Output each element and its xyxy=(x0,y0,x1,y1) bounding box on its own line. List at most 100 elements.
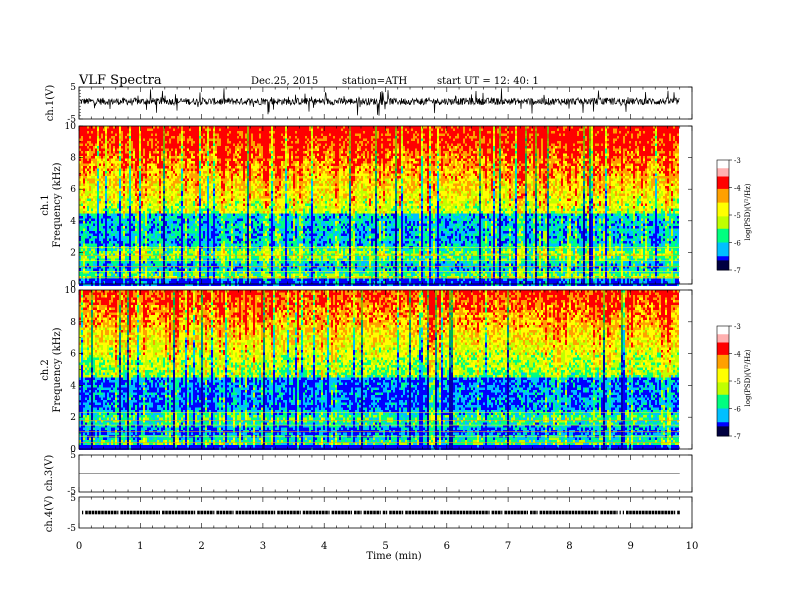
spectrogram-cell xyxy=(89,279,91,282)
spectrogram-cell xyxy=(81,229,83,232)
spectrogram-cell xyxy=(101,166,103,169)
spectrogram-cell xyxy=(93,156,95,159)
spectrogram-cell xyxy=(105,146,107,149)
spectrogram-cell xyxy=(105,226,107,229)
spectrogram-cell xyxy=(103,186,105,189)
spectrogram-cell xyxy=(81,159,83,162)
spectrogram-cell xyxy=(81,134,83,137)
spectrogram-cell xyxy=(97,129,99,132)
spectrogram-cell xyxy=(81,249,83,252)
spectrogram-cell xyxy=(101,276,103,279)
spectrogram-cell xyxy=(105,204,107,207)
spectrogram-cell xyxy=(109,179,111,182)
spectrogram-cell xyxy=(83,174,85,177)
spectrogram-cell xyxy=(101,171,103,174)
spectrogram-cell xyxy=(91,156,93,159)
spectrogram-cell xyxy=(89,236,91,239)
spectrogram-cell xyxy=(107,131,109,134)
spectrogram-cell xyxy=(95,236,97,239)
spectrogram-cell xyxy=(97,204,99,207)
spectrogram-cell xyxy=(103,224,105,227)
spectrogram-cell xyxy=(109,224,111,227)
spectrogram-cell xyxy=(103,251,105,254)
spectrogram-cell xyxy=(101,209,103,212)
spectrogram-cell xyxy=(91,214,93,217)
spectrogram-cell xyxy=(95,274,97,277)
spectrogram-cell xyxy=(109,189,111,192)
spectrogram-cell xyxy=(93,154,95,157)
spectrogram-cell xyxy=(105,136,107,139)
spectrogram-cell xyxy=(85,184,87,187)
spectrogram-cell xyxy=(105,229,107,232)
spectrogram-cell xyxy=(109,281,111,284)
spectrogram-cell xyxy=(85,194,87,197)
spectrogram-cell xyxy=(85,241,87,244)
spectrogram-cell xyxy=(87,181,89,184)
spectrogram-cell xyxy=(85,191,87,194)
spectrogram-cell xyxy=(89,224,91,227)
spectrogram-cell xyxy=(81,214,83,217)
spectrogram-cell xyxy=(85,281,87,284)
spectrogram-cell xyxy=(109,194,111,197)
spectrogram-cell xyxy=(91,134,93,137)
spectrogram-cell xyxy=(93,244,95,247)
spectrogram-cell xyxy=(93,139,95,142)
spectrogram-cell xyxy=(81,244,83,247)
spectrogram-cell xyxy=(91,229,93,232)
spectrogram-cell xyxy=(85,244,87,247)
spectrogram-cell xyxy=(105,281,107,284)
spectrogram-cell xyxy=(87,156,89,159)
spectrogram-cell xyxy=(93,211,95,214)
spectrogram-cell xyxy=(87,204,89,207)
spectrogram-cell xyxy=(95,196,97,199)
spectrogram-cell xyxy=(109,231,111,234)
spectrogram-cell xyxy=(89,139,91,142)
spectrogram-cell xyxy=(107,226,109,229)
spectrogram-cell xyxy=(97,211,99,214)
spectrogram-cell xyxy=(101,236,103,239)
spectrogram-cell xyxy=(107,191,109,194)
spectrogram-cell xyxy=(83,276,85,279)
spectrogram-cell xyxy=(91,246,93,249)
spectrogram-cell xyxy=(85,164,87,167)
spectrogram-cell xyxy=(101,149,103,152)
spectrogram-cell xyxy=(109,186,111,189)
spectrogram-cell xyxy=(101,249,103,252)
spectrogram-cell xyxy=(93,256,95,259)
spectrogram-cell xyxy=(87,184,89,187)
spectrogram-cell xyxy=(103,196,105,199)
spectrogram-cell xyxy=(101,256,103,259)
spectrogram-cell xyxy=(85,174,87,177)
vlf-spectra-figure: VLF Spectra Dec.25, 2015 station=ATH sta… xyxy=(0,0,792,612)
spectrogram-cell xyxy=(89,146,91,149)
spectrogram-cell xyxy=(95,246,97,249)
spectrogram-cell xyxy=(101,221,103,224)
spectrogram-cell xyxy=(103,159,105,162)
spectrogram-cell xyxy=(83,129,85,132)
spectrogram-cell xyxy=(85,206,87,209)
spectrogram-cell xyxy=(107,181,109,184)
spectrogram-cell xyxy=(91,234,93,237)
spectrogram-cell xyxy=(81,176,83,179)
spectrogram-cell xyxy=(97,279,99,282)
spectrogram-cell xyxy=(105,171,107,174)
spectrogram-cell xyxy=(101,216,103,219)
spectrogram-cell xyxy=(93,186,95,189)
spectrogram-cell xyxy=(91,251,93,254)
spectrogram-cell xyxy=(105,154,107,157)
spectrogram-cell xyxy=(93,231,95,234)
spectrogram-cell xyxy=(101,129,103,132)
spectrogram-cell xyxy=(81,136,83,139)
spectrogram-cell xyxy=(101,219,103,222)
spectrogram-cell xyxy=(93,129,95,132)
spectrogram-cell xyxy=(95,216,97,219)
spectrogram-cell xyxy=(105,186,107,189)
spectrogram-cell xyxy=(83,191,85,194)
spectrogram-cell xyxy=(97,159,99,162)
spectrogram-cell xyxy=(83,214,85,217)
spectrogram-cell xyxy=(103,206,105,209)
spectrogram-cell xyxy=(93,276,95,279)
spectrogram-cell xyxy=(103,134,105,137)
spectrogram-cell xyxy=(99,134,101,137)
spectrogram-cell xyxy=(97,244,99,247)
